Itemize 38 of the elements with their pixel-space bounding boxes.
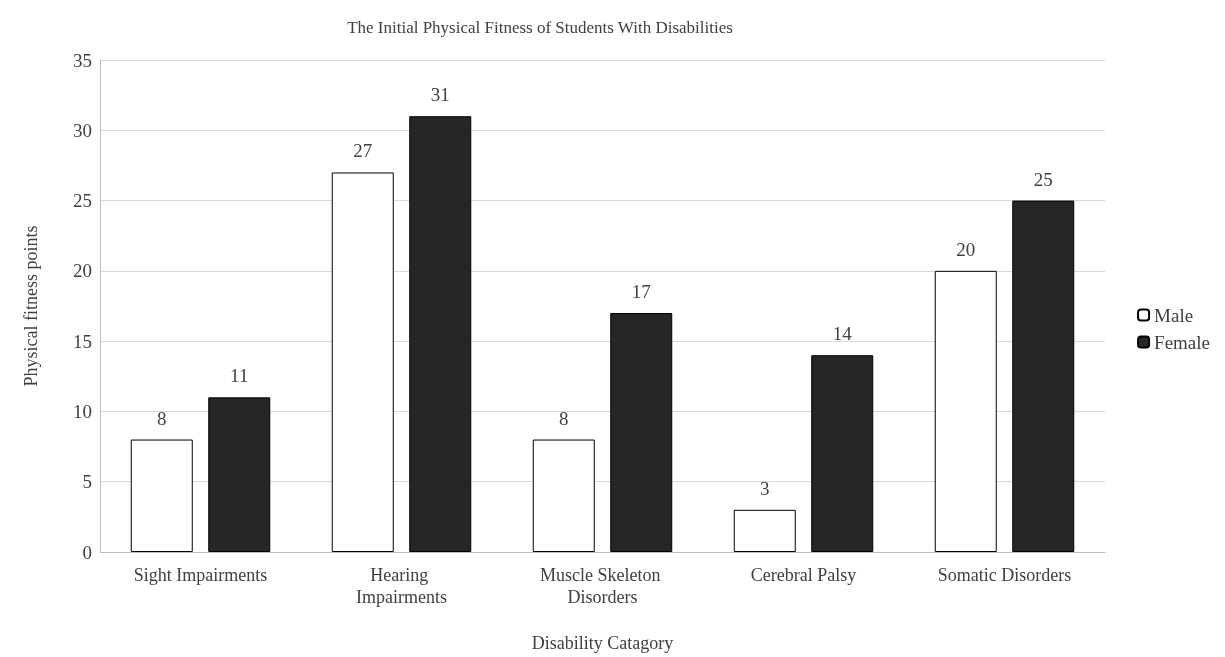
data-label: 8 (559, 407, 569, 429)
bar (130, 439, 193, 552)
x-tick-label: Hearing Impairments (356, 565, 447, 607)
bar (208, 397, 271, 552)
y-tick-label: 5 (82, 471, 92, 493)
x-axis-title: Disability Catagory (531, 633, 674, 653)
bar (532, 439, 595, 552)
data-label: 14 (832, 323, 853, 345)
data-label: 31 (430, 84, 450, 106)
bar (610, 313, 673, 552)
data-label: 11 (230, 365, 249, 387)
x-tick-label: Somatic Disorders (937, 565, 1072, 585)
bar (811, 355, 874, 552)
chart-title: The Initial Physical Fitness of Students With Disabilities (347, 18, 733, 37)
data-label: 20 (956, 238, 976, 260)
bar (1012, 200, 1075, 552)
data-label: 27 (353, 140, 373, 162)
y-tick-label: 30 (73, 119, 92, 141)
bar (934, 270, 997, 552)
data-label: 8 (157, 407, 167, 429)
y-tick-label: 25 (73, 190, 92, 212)
data-label: 17 (631, 281, 651, 303)
legend-label: Male (1154, 304, 1194, 326)
y-tick-label: 15 (73, 330, 92, 352)
x-tick-label: Cerebral Palsy (750, 565, 857, 585)
data-label: 25 (1033, 168, 1053, 190)
data-label: 3 (760, 477, 770, 499)
y-axis-title: Physical fitness points (21, 225, 41, 387)
bar (409, 116, 472, 552)
legend-label: Female (1154, 331, 1211, 353)
bar (733, 509, 796, 552)
y-tick-label: 0 (82, 541, 92, 563)
y-tick-label: 35 (73, 49, 92, 71)
x-tick-label: Muscle Skeleton Disorders (540, 565, 665, 607)
y-tick-label: 10 (73, 400, 92, 422)
x-tick-label: Sight Impairments (133, 565, 268, 585)
bar (331, 172, 394, 552)
y-tick-label: 20 (73, 260, 92, 282)
